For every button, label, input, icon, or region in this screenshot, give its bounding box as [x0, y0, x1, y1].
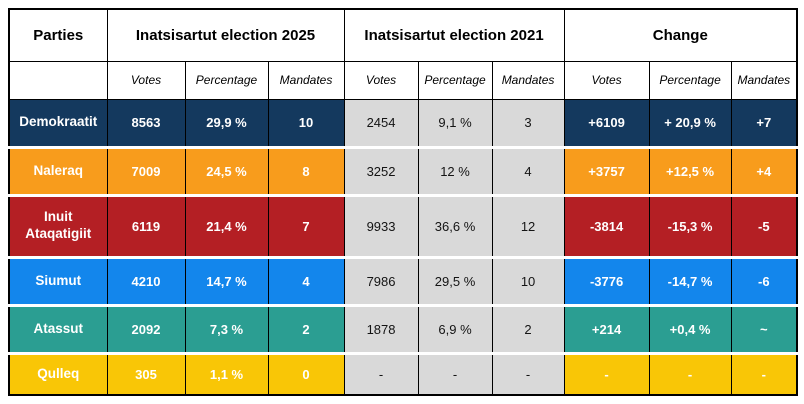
cell-change-mandates: - — [730, 351, 798, 395]
cell-percentage-2021: 12 % — [417, 145, 493, 195]
subheader-votes-2021: Votes — [343, 60, 419, 100]
cell-votes-2025: 2092 — [106, 303, 186, 353]
cell-percentage-2025: 24,5 % — [184, 145, 269, 195]
cell-votes-2025: 305 — [106, 351, 186, 395]
subheader-row: Votes Percentage Mandates Votes Percenta… — [8, 60, 798, 100]
cell-percentage-2025: 21,4 % — [184, 193, 269, 257]
group-header-change: Change — [563, 8, 798, 62]
cell-change-mandates: +7 — [730, 98, 798, 147]
cell-votes-2021: 2454 — [343, 98, 419, 147]
cell-change-mandates: -6 — [730, 255, 798, 305]
cell-percentage-2021: - — [417, 351, 493, 395]
cell-votes-2021: 1878 — [343, 303, 419, 353]
cell-votes-2025: 7009 — [106, 145, 186, 195]
cell-change-mandates: -5 — [730, 193, 798, 257]
cell-mandates-2021: 3 — [491, 98, 565, 147]
cell-change-votes: +214 — [563, 303, 650, 353]
subheader-percentage-2021: Percentage — [417, 60, 493, 100]
cell-mandates-2021: 12 — [491, 193, 565, 257]
cell-votes-2021: 9933 — [343, 193, 419, 257]
cell-mandates-2021: 10 — [491, 255, 565, 305]
cell-mandates-2025: 4 — [267, 255, 345, 305]
cell-mandates-2025: 10 — [267, 98, 345, 147]
subheader-mandates-2025: Mandates — [267, 60, 345, 100]
cell-change-mandates: ~ — [730, 303, 798, 353]
cell-change-votes: -3814 — [563, 193, 650, 257]
cell-mandates-2021: 2 — [491, 303, 565, 353]
cell-change-percentage: - — [648, 351, 732, 395]
cell-change-votes: +6109 — [563, 98, 650, 147]
cell-votes-2021: - — [343, 351, 419, 395]
group-header-2021: Inatsisartut election 2021 — [343, 8, 565, 62]
cell-mandates-2025: 0 — [267, 351, 345, 395]
cell-percentage-2025: 14,7 % — [184, 255, 269, 305]
cell-votes-2025: 4210 — [106, 255, 186, 305]
party-row-qulleq: Qulleq 305 1,1 % 0- - - - - - — [8, 351, 798, 395]
subheader-percentage-2025: Percentage — [184, 60, 269, 100]
party-name: Demokraatit — [8, 98, 108, 147]
group-header-row: Parties Inatsisartut election 2025 Inats… — [8, 8, 798, 62]
party-name: Qulleq — [8, 351, 108, 395]
party-row-siumut: Siumut 4210 14,7 % 4 7986 29,5 % 10 -3776 -14,7 … — [8, 255, 798, 305]
cell-percentage-2021: 36,6 % — [417, 193, 493, 257]
cell-mandates-2025: 7 — [267, 193, 345, 257]
election-results-table: Parties Inatsisartut election 2025 Inats… — [8, 8, 799, 396]
cell-change-votes: +3757 — [563, 145, 650, 195]
cell-change-percentage: -14,7 % — [648, 255, 732, 305]
subheader-votes-2025: Votes — [106, 60, 186, 100]
cell-change-mandates: +4 — [730, 145, 798, 195]
subheader-votes-change: Votes — [563, 60, 650, 100]
subheader-mandates-change: Mandates — [730, 60, 798, 100]
cell-mandates-2021: - — [491, 351, 565, 395]
cell-change-votes: -3776 — [563, 255, 650, 305]
cell-mandates-2025: 8 — [267, 145, 345, 195]
cell-percentage-2021: 29,5 % — [417, 255, 493, 305]
cell-change-percentage: + 20,9 % — [648, 98, 732, 147]
cell-mandates-2025: 2 — [267, 303, 345, 353]
cell-percentage-2021: 9,1 % — [417, 98, 493, 147]
party-name: Naleraq — [8, 145, 108, 195]
party-name: Inuit Ataqatigiit — [8, 193, 108, 257]
party-row-inuit-ataqatigiit: Inuit Ataqatigiit 6119 21,4 % 7 9933 36,6 % 12… — [8, 193, 798, 257]
party-row-demokraatit: Demokraatit 8563 29,9 % 10 2454 9,1 % 3 +6109 + … — [8, 98, 798, 147]
subheader-mandates-2021: Mandates — [491, 60, 565, 100]
cell-percentage-2021: 6,9 % — [417, 303, 493, 353]
cell-change-percentage: +12,5 % — [648, 145, 732, 195]
cell-votes-2021: 7986 — [343, 255, 419, 305]
cell-percentage-2025: 7,3 % — [184, 303, 269, 353]
cell-percentage-2025: 29,9 % — [184, 98, 269, 147]
cell-change-percentage: -15,3 % — [648, 193, 732, 257]
subheader-percentage-change: Percentage — [648, 60, 732, 100]
party-row-atassut: Atassut 2092 7,3 % 2 1878 6,9 % 2 +214 +0,4 % ~ — [8, 303, 798, 353]
cell-change-percentage: +0,4 % — [648, 303, 732, 353]
cell-change-votes: - — [563, 351, 650, 395]
party-row-naleraq: Naleraq 7009 24,5 % 8 3252 12 % 4 +3757 +12,5 % +… — [8, 145, 798, 195]
party-name: Siumut — [8, 255, 108, 305]
cell-votes-2025: 6119 — [106, 193, 186, 257]
cell-mandates-2021: 4 — [491, 145, 565, 195]
party-name: Atassut — [8, 303, 108, 353]
parties-header: Parties — [8, 8, 108, 62]
cell-votes-2025: 8563 — [106, 98, 186, 147]
subheader-empty — [8, 60, 108, 100]
cell-votes-2021: 3252 — [343, 145, 419, 195]
group-header-2025: Inatsisartut election 2025 — [106, 8, 345, 62]
cell-percentage-2025: 1,1 % — [184, 351, 269, 395]
